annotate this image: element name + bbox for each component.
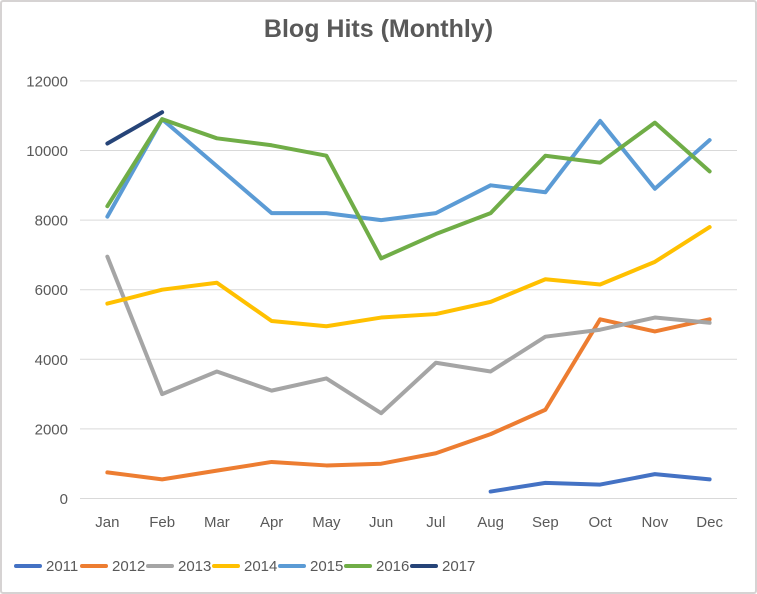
x-tick-label: Feb [149, 514, 175, 531]
y-tick-label: 10000 [26, 143, 68, 160]
y-tick-label: 12000 [26, 73, 68, 90]
x-tick-label: Nov [642, 514, 669, 531]
y-tick-label: 6000 [35, 282, 68, 299]
legend-swatch-2014 [212, 563, 240, 569]
x-tick-label: Dec [696, 514, 723, 531]
legend-swatch-2013 [146, 563, 174, 569]
legend-label: 2014 [244, 557, 278, 575]
series-line-2016 [105, 117, 712, 261]
legend-label: 2016 [376, 557, 410, 575]
legend-label: 2012 [112, 557, 146, 575]
x-tick-label: Jan [95, 514, 119, 531]
legend-item-2012: 2012 [80, 558, 145, 575]
y-tick-label: 8000 [35, 213, 68, 230]
legend-label: 2011 [46, 557, 79, 575]
x-tick-label: Aug [477, 514, 504, 531]
legend-label: 2015 [310, 557, 344, 575]
legend-item-2016: 2016 [344, 558, 409, 575]
y-tick-label: 4000 [35, 352, 68, 369]
legend-swatch-2015 [278, 563, 306, 569]
series-line-2017 [105, 110, 165, 146]
legend-item-2017: 2017 [410, 558, 475, 575]
x-tick-label: May [312, 514, 341, 531]
series-line-2011 [488, 472, 712, 494]
legend-item-2011: 2011 [14, 558, 79, 575]
series-line-2012 [105, 317, 712, 482]
x-tick-label: Oct [588, 514, 612, 531]
legend-swatch-2012 [80, 563, 108, 569]
series-line-2014 [105, 225, 712, 329]
x-tick-label: Jul [426, 514, 445, 531]
series-line-2015 [105, 117, 712, 223]
x-tick-label: Apr [260, 514, 283, 531]
series-line-2013 [105, 254, 712, 416]
legend-item-2013: 2013 [146, 558, 211, 575]
legend-item-2015: 2015 [278, 558, 343, 575]
x-tick-label: Mar [204, 514, 230, 531]
chart-legend: 2011 2012 2013 2014 2015 2016 2017 [14, 556, 476, 576]
chart-title: Blog Hits (Monthly) [263, 15, 494, 43]
y-tick-label: 0 [60, 491, 68, 508]
legend-swatch-2011 [14, 563, 42, 569]
legend-label: 2013 [178, 557, 212, 575]
x-tick-label: Sep [532, 514, 559, 531]
legend-swatch-2017 [410, 563, 438, 569]
legend-swatch-2016 [344, 563, 372, 569]
legend-item-2014: 2014 [212, 558, 277, 575]
legend-label: 2017 [442, 557, 476, 575]
y-tick-label: 2000 [35, 421, 68, 438]
x-tick-label: Jun [369, 514, 393, 531]
